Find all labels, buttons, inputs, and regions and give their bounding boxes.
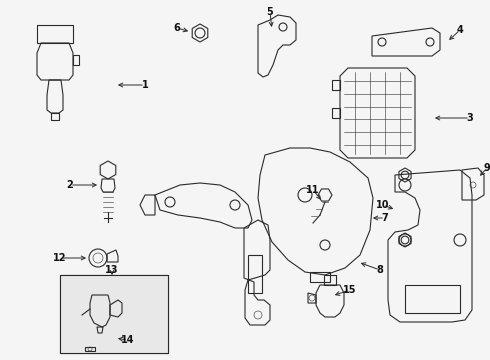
Text: 5: 5: [267, 7, 273, 17]
Text: 2: 2: [67, 180, 74, 190]
Text: 1: 1: [142, 80, 148, 90]
Text: 13: 13: [105, 265, 119, 275]
Text: 10: 10: [376, 200, 390, 210]
Text: 15: 15: [343, 285, 357, 295]
Bar: [248, 255, 262, 293]
Text: 8: 8: [376, 265, 384, 275]
Bar: [60, 275, 168, 353]
Text: 3: 3: [466, 113, 473, 123]
Text: 9: 9: [484, 163, 490, 173]
Text: 4: 4: [457, 25, 464, 35]
Text: 12: 12: [53, 253, 67, 263]
Text: 14: 14: [121, 335, 135, 345]
Text: 6: 6: [173, 23, 180, 33]
Text: 7: 7: [382, 213, 389, 223]
Bar: [60, 275, 168, 353]
Bar: [405, 285, 460, 313]
Text: 11: 11: [306, 185, 320, 195]
